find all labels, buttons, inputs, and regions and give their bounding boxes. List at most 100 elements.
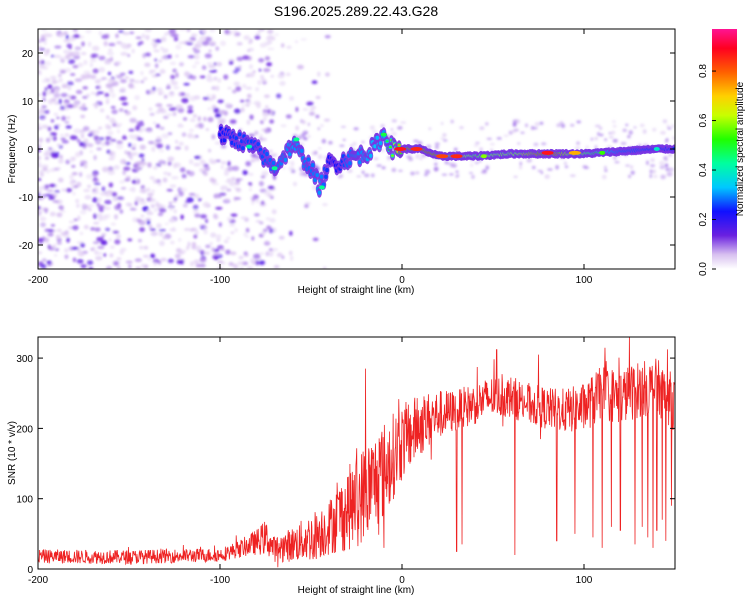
noise-blob xyxy=(120,187,127,190)
noise-blob xyxy=(265,105,269,109)
y-tick-label: 20 xyxy=(22,49,34,60)
noise-blob xyxy=(150,253,156,259)
noise-blob xyxy=(161,48,169,54)
noise-blob xyxy=(140,263,145,269)
noise-blob xyxy=(59,154,63,160)
noise-blob xyxy=(175,44,182,50)
noise-blob xyxy=(171,176,179,180)
noise-blob xyxy=(277,73,285,79)
noise-blob xyxy=(208,148,212,153)
noise-blob xyxy=(620,141,627,145)
noise-blob xyxy=(112,196,119,202)
noise-blob xyxy=(128,143,132,148)
noise-blob xyxy=(220,110,225,116)
noise-blob xyxy=(474,161,479,164)
noise-blob xyxy=(159,240,165,247)
noise-blob xyxy=(163,94,168,99)
noise-blob xyxy=(230,176,236,181)
noise-blob xyxy=(668,153,673,157)
noise-blob xyxy=(147,162,152,168)
x-tick-label: -100 xyxy=(210,275,230,286)
noise-blob xyxy=(204,53,212,59)
noise-blob xyxy=(214,141,221,145)
colorbar-ticks: 0.0 0.2 0.4 0.6 0.8 xyxy=(698,64,716,276)
noise-blob xyxy=(240,107,245,113)
noise-blob xyxy=(110,222,117,226)
noise-blob xyxy=(45,137,51,143)
noise-blob xyxy=(93,221,100,225)
noise-blob xyxy=(186,170,191,175)
snr-panel: -200 -100 0 100 0 100 200 300 Height of straigh… xyxy=(7,336,676,596)
noise-blob xyxy=(168,201,173,206)
noise-blob xyxy=(121,136,128,140)
ridge-spot xyxy=(599,150,606,155)
noise-blob xyxy=(56,212,63,218)
noise-blob xyxy=(72,257,77,263)
noise-blob xyxy=(41,164,49,168)
noise-blob xyxy=(153,42,159,47)
noise-blob xyxy=(64,107,69,111)
noise-blob xyxy=(451,163,457,168)
noise-blob xyxy=(203,226,208,229)
noise-blob xyxy=(268,249,274,255)
noise-blob xyxy=(556,123,561,128)
noise-blob xyxy=(173,209,177,214)
noise-blob xyxy=(134,196,142,202)
noise-blob xyxy=(116,265,121,269)
noise-blob xyxy=(173,86,180,90)
noise-blob xyxy=(119,72,126,76)
noise-blob xyxy=(233,108,241,114)
noise-blob xyxy=(56,116,60,120)
noise-blob xyxy=(319,124,324,128)
noise-blob xyxy=(106,130,114,136)
noise-blob xyxy=(160,46,164,50)
noise-blob xyxy=(295,125,299,131)
ridge-mid xyxy=(315,172,319,178)
noise-blob xyxy=(199,35,207,41)
y-tick-label: 0 xyxy=(27,145,33,156)
ridge-mid xyxy=(288,151,292,157)
noise-blob xyxy=(339,144,345,147)
noise-blob xyxy=(114,204,121,211)
noise-blob xyxy=(236,41,243,46)
noise-blob xyxy=(111,192,118,197)
noise-blob xyxy=(614,161,620,164)
noise-blob xyxy=(245,227,250,233)
noise-blob xyxy=(64,133,70,137)
noise-blob xyxy=(192,135,197,139)
spectrogram-x-axis-label: Height of straight line (km) xyxy=(298,285,415,296)
noise-blob xyxy=(220,165,224,170)
noise-blob xyxy=(241,83,247,89)
noise-blob xyxy=(232,29,239,34)
noise-blob xyxy=(447,162,450,165)
noise-blob xyxy=(187,133,194,139)
noise-blob xyxy=(43,152,51,156)
noise-blob xyxy=(153,49,160,53)
noise-blob xyxy=(139,245,144,250)
noise-blob xyxy=(513,128,520,132)
noise-blob xyxy=(147,257,152,261)
noise-blob xyxy=(74,46,82,51)
noise-blob xyxy=(106,97,110,103)
noise-blob xyxy=(208,49,212,53)
noise-blob xyxy=(211,134,216,140)
noise-blob xyxy=(226,216,232,222)
chart-title: S196.2025.289.22.43.G28 xyxy=(274,3,438,19)
noise-blob xyxy=(155,110,161,114)
noise-blob xyxy=(105,83,114,89)
noise-blob xyxy=(262,109,269,113)
noise-blob xyxy=(526,158,533,163)
noise-blob xyxy=(267,29,274,34)
noise-blob xyxy=(268,228,274,234)
noise-blob xyxy=(223,239,229,244)
noise-blob xyxy=(125,161,131,166)
noise-blob xyxy=(612,139,618,143)
noise-blob xyxy=(352,141,357,147)
noise-blob xyxy=(85,29,92,34)
noise-blob xyxy=(192,64,197,69)
noise-blob xyxy=(98,137,105,141)
noise-blob xyxy=(651,169,656,174)
noise-blob xyxy=(42,184,48,191)
noise-blob xyxy=(53,101,60,105)
noise-blob xyxy=(323,266,327,269)
